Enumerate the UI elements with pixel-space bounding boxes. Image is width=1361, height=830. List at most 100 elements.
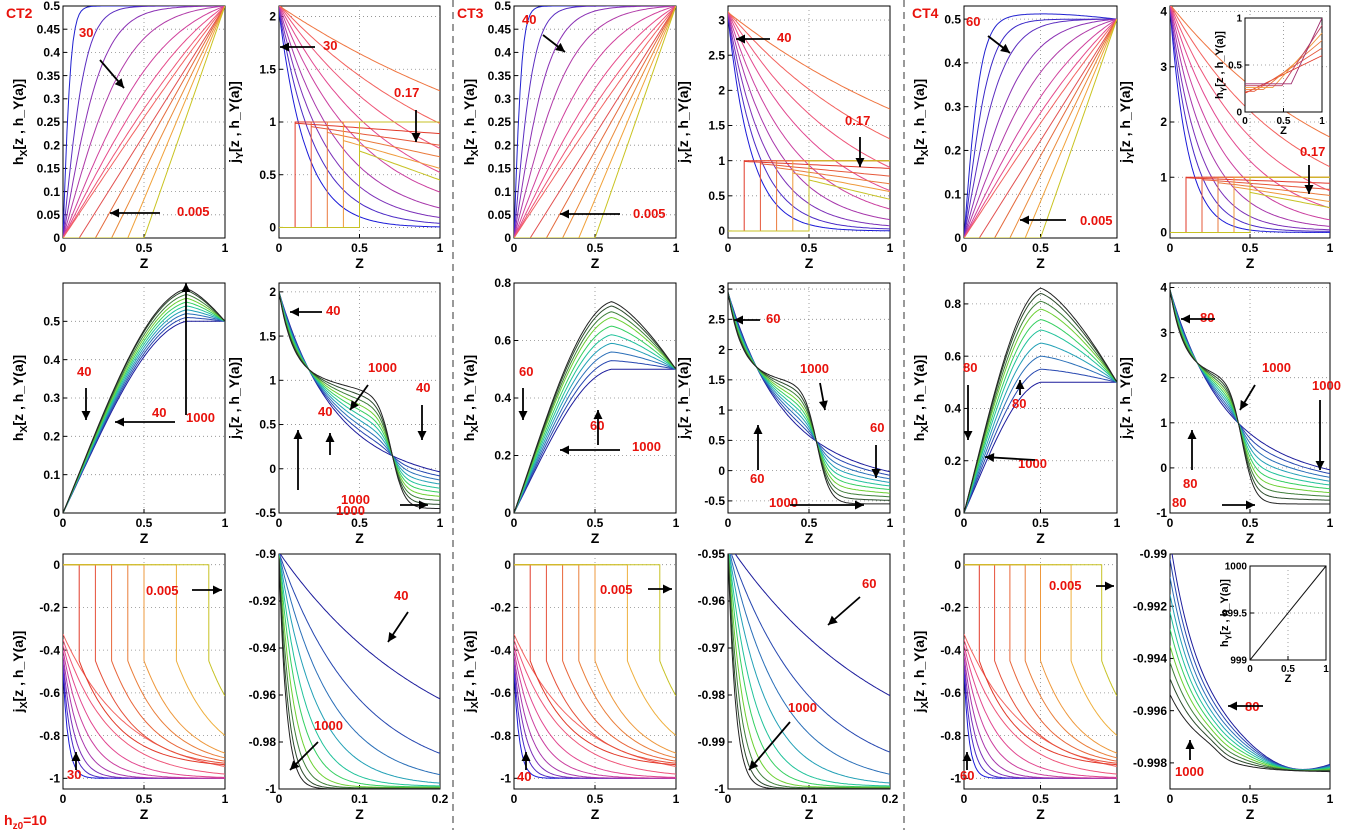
arrow-head: [1181, 314, 1190, 324]
y-tick-label: -0.992: [1133, 599, 1167, 613]
series-line: [728, 11, 890, 168]
plot-area: [278, 553, 441, 790]
y-tick-label: -0.98: [249, 735, 277, 749]
y-axis-label: hX[z , h_Y(a)]: [911, 355, 931, 441]
annotation-arrow: [1315, 400, 1325, 470]
annotation-arrow: [963, 385, 973, 440]
y-tick-label: 0.3: [43, 391, 60, 405]
arrow-head: [560, 209, 569, 219]
series-line: [1217, 182, 1330, 196]
x-axis-label: Z: [140, 530, 149, 546]
group-label-ct4: CT4: [912, 5, 939, 21]
data-label: 1000: [186, 410, 215, 425]
series-line: [964, 18, 1117, 238]
data-label: 0.17: [394, 85, 419, 100]
x-axis-label: Z: [591, 255, 600, 271]
series-line: [514, 564, 676, 762]
arrow-head: [1246, 500, 1255, 510]
y-axis-label: jY[z , h_Y(a)]: [1117, 357, 1137, 440]
y-tick-label: 3: [1160, 60, 1167, 74]
group-label-ct3: CT3: [457, 5, 484, 21]
x-axis-label: Z: [355, 255, 364, 271]
data-label: 80: [1183, 476, 1197, 491]
annotation-arrow: [1096, 581, 1114, 591]
data-label: 40: [326, 303, 340, 318]
series-line: [728, 554, 890, 788]
annotation-arrow: [984, 453, 1036, 463]
x-tick-label: 1: [887, 516, 894, 530]
series-line: [327, 131, 440, 158]
series-line: [1249, 191, 1330, 209]
series-line: [311, 126, 440, 146]
annotation-arrow: [1015, 380, 1025, 395]
y-tick-label: 0: [269, 221, 276, 235]
arrow-head: [828, 615, 838, 625]
series-line: [63, 6, 225, 238]
x-tick-label: 0.5: [136, 792, 153, 806]
series-line: [964, 564, 1117, 754]
y-tick-label: -1: [49, 772, 60, 786]
series-line: [964, 564, 1117, 764]
x-axis-label: Z: [1036, 255, 1045, 271]
series-line: [63, 650, 225, 779]
y-tick-label: 0: [53, 558, 60, 572]
x-tick-label: 1: [1114, 241, 1121, 255]
y-tick-label: -0.6: [940, 686, 961, 700]
footnote-symbol: h: [4, 812, 13, 828]
data-label: 1000: [314, 718, 343, 733]
series-line: [514, 6, 676, 238]
annotation-arrow: [400, 500, 428, 510]
y-tick-label: 2: [1160, 371, 1167, 385]
series-line: [514, 564, 676, 754]
x-tick-label: 1: [222, 792, 229, 806]
series-line: [514, 311, 676, 513]
y-tick-label: 999: [1230, 656, 1247, 667]
inset-chart: 0 0.5 1 999 999.5 1000 ZhY[z , h_Y(a)]: [1219, 562, 1329, 686]
chart-panel-ct3-hx-low: 0 0.5 1 0 0.05 0.1 0.15 0.2 0.25 0.3 0.35 0.4 0.45 0.…: [461, 0, 680, 271]
data-label: 60: [870, 420, 884, 435]
y-tick-label: 2: [1160, 115, 1167, 129]
x-tick-label: 0.5: [1032, 516, 1049, 530]
y-tick-label: 0: [1236, 108, 1242, 119]
x-tick-label: 1: [222, 241, 229, 255]
y-tick-label: 2: [269, 10, 276, 24]
y-tick-label: 0.6: [494, 334, 511, 348]
chart-panel-ct4-jx-low: 0 0.5 1 -1 -0.8 -0.6 -0.4 -0.2 0 ZjX[z , h_Y(a)] 0…: [911, 553, 1121, 822]
chart-panel-ct4-jy-bottom: 0 0.5 1 -0.998 -0.996 -0.994 -0.992 -0.99 Z 0 0.5 1…: [1133, 547, 1334, 822]
series-line: [728, 554, 890, 788]
annotation-arrow: [289, 741, 319, 771]
x-tick-label: 0: [1167, 516, 1174, 530]
y-axis-label: hX[z , h_Y(a)]: [461, 79, 481, 165]
data-label: 1000: [1312, 378, 1341, 393]
y-tick-label: 0: [504, 231, 511, 245]
y-tick-label: 0.2: [43, 430, 60, 444]
series-group: [514, 6, 676, 238]
x-tick-label: 0.1: [351, 792, 368, 806]
x-axis-label: Z: [1246, 530, 1255, 546]
data-label: 80: [963, 360, 977, 375]
y-tick-label: 0.6: [944, 349, 961, 363]
x-tick-label: 1: [673, 241, 680, 255]
data-label: 40: [77, 364, 91, 379]
series-line: [964, 381, 1117, 513]
annotation-arrow: [518, 388, 528, 420]
y-axis-label: hX[z , h_Y(a)]: [10, 355, 30, 441]
annotation-arrow: [1020, 215, 1066, 225]
series-line: [964, 650, 1117, 779]
series-line: [279, 559, 440, 789]
arrow-head: [1000, 43, 1010, 53]
x-tick-label: 0.5: [587, 516, 604, 530]
annotation-arrow: [560, 445, 620, 455]
y-tick-label: -1: [714, 782, 725, 796]
x-tick-label: 0.5: [801, 241, 818, 255]
annotation-arrow: [827, 596, 861, 626]
x-axis-label: Z: [1246, 255, 1255, 271]
series-line: [514, 564, 676, 759]
annotation-arrow: [99, 59, 125, 89]
annotation-arrow: [871, 445, 881, 478]
series-line: [964, 18, 1117, 238]
annotation-arrow: [181, 283, 191, 415]
series-line: [964, 564, 1117, 759]
series-group: [63, 288, 225, 513]
